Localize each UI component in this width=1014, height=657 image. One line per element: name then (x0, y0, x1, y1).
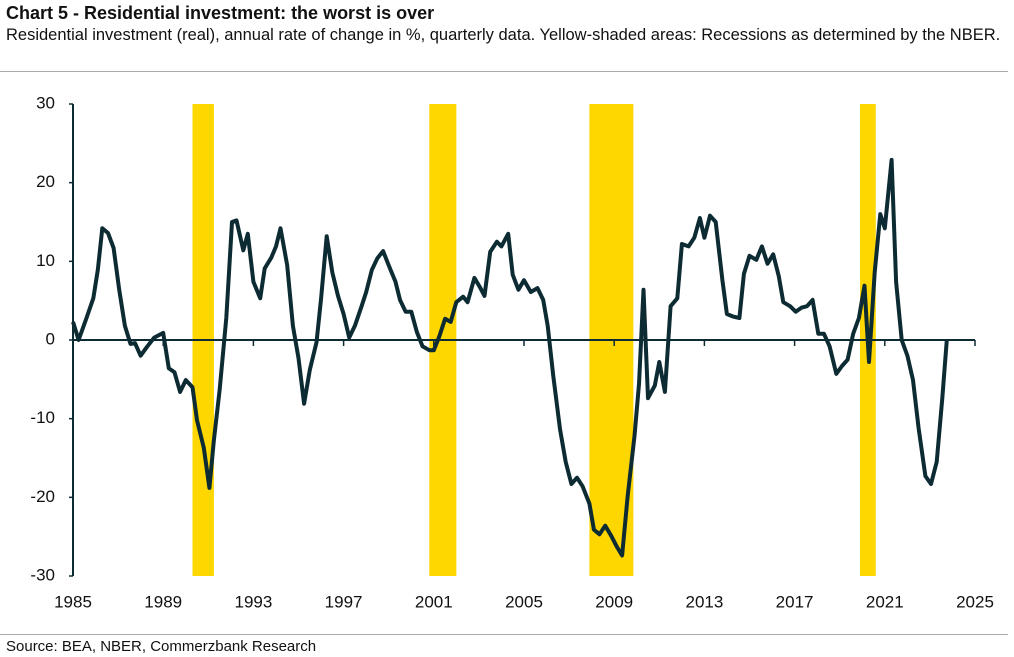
x-tick-label: 2009 (595, 592, 633, 611)
x-tick-label: 2017 (776, 592, 814, 611)
y-tick-label: -30 (30, 565, 55, 584)
x-tick-label: 2025 (956, 592, 994, 611)
data-line (71, 157, 949, 558)
x-tick-label: 1989 (144, 592, 182, 611)
chart-subtitle: Residential investment (real), annual ra… (6, 26, 1001, 44)
x-tick-label: 2001 (415, 592, 453, 611)
y-tick-label: 0 (46, 329, 55, 348)
y-tick-label: -10 (30, 408, 55, 427)
separator (0, 634, 1008, 635)
x-tick-label: 1997 (325, 592, 363, 611)
y-tick-label: -20 (30, 487, 55, 506)
x-tick-label: 2013 (685, 592, 723, 611)
x-tick-label: 2005 (505, 592, 543, 611)
x-tick-label: 1993 (234, 592, 272, 611)
x-tick-label: 2021 (866, 592, 904, 611)
separator (0, 71, 1008, 72)
y-tick-label: 30 (36, 93, 55, 112)
source-note: Source: BEA, NBER, Commerzbank Research (6, 638, 317, 655)
y-tick-label: 10 (36, 251, 55, 270)
chart-title: Chart 5 - Residential investment: the wo… (6, 3, 435, 23)
x-tick-label: 1985 (54, 592, 92, 611)
y-tick-label: 20 (36, 172, 55, 191)
